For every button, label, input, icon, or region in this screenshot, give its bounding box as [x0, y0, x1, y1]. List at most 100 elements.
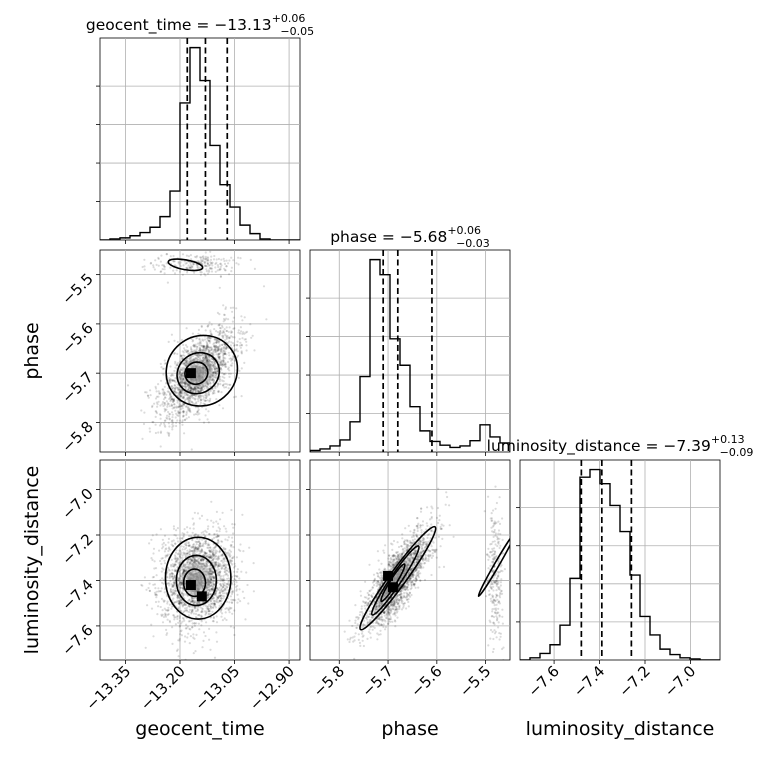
- sample-point: [201, 259, 204, 262]
- sample-point: [233, 348, 236, 351]
- sample-point: [231, 556, 234, 560]
- sample-point: [188, 571, 191, 575]
- sample-point: [232, 342, 235, 345]
- sample-point: [176, 414, 179, 417]
- sample-point: [212, 533, 216, 536]
- sample-point: [396, 555, 400, 558]
- sample-point: [172, 597, 175, 600]
- sample-point: [204, 251, 207, 254]
- sample-point: [173, 616, 176, 619]
- sample-point: [206, 325, 209, 328]
- sample-point: [215, 555, 218, 558]
- sample-point: [448, 524, 451, 527]
- sample-point: [201, 356, 204, 359]
- sample-point: [201, 585, 204, 588]
- sample-point: [218, 404, 221, 407]
- sample-point: [487, 644, 490, 647]
- sample-point: [182, 563, 185, 566]
- sample-point: [182, 410, 185, 413]
- sample-point: [189, 266, 192, 269]
- sample-point: [182, 354, 185, 357]
- sample-point: [224, 269, 227, 272]
- sample-point: [181, 402, 184, 405]
- sample-point: [166, 405, 169, 408]
- sample-point: [219, 348, 222, 351]
- sample-point: [204, 529, 207, 532]
- sample-point: [206, 347, 209, 351]
- sample-point: [179, 556, 183, 560]
- sample-point: [208, 580, 211, 583]
- sample-point: [198, 354, 201, 357]
- sample-point: [218, 564, 221, 568]
- sample-point: [216, 373, 219, 376]
- sample-point: [182, 551, 185, 554]
- sample-point: [173, 581, 176, 584]
- sample-point: [378, 604, 382, 608]
- sample-point: [231, 336, 234, 339]
- sample-point: [172, 545, 175, 548]
- sample-point: [215, 599, 218, 602]
- sample-point: [195, 543, 198, 546]
- sample-point: [233, 336, 236, 339]
- sample-point: [208, 588, 211, 592]
- sample-point: [161, 403, 164, 406]
- sample-point: [212, 547, 215, 550]
- sample-point: [388, 611, 391, 615]
- sample-point: [198, 628, 201, 631]
- sample-point: [218, 573, 221, 576]
- sample-point: [157, 395, 160, 398]
- sample-point: [214, 591, 217, 595]
- sample-point: [177, 261, 180, 265]
- sample-point: [196, 411, 199, 414]
- sample-point: [402, 573, 405, 576]
- sample-point: [188, 605, 191, 608]
- sample-point: [165, 408, 168, 411]
- sample-point: [412, 582, 415, 586]
- sample-point: [166, 600, 169, 603]
- sample-point: [214, 387, 217, 390]
- sample-point: [209, 581, 212, 584]
- sample-point: [208, 356, 211, 359]
- sample-point: [191, 592, 194, 595]
- sample-point: [194, 533, 197, 536]
- sample-point: [181, 583, 184, 586]
- sample-point: [181, 579, 184, 582]
- sample-point: [203, 553, 206, 556]
- sample-point: [178, 576, 181, 580]
- sample-point: [206, 364, 209, 367]
- sample-point: [183, 569, 186, 572]
- sample-point: [197, 543, 201, 546]
- sample-point: [410, 593, 413, 597]
- sample-point: [200, 614, 203, 617]
- sample-point: [190, 591, 193, 595]
- sample-point: [196, 609, 199, 613]
- sample-point: [198, 380, 201, 383]
- sample-point: [228, 273, 231, 276]
- sample-point: [228, 555, 231, 558]
- sample-point: [214, 338, 217, 342]
- sample-point: [201, 562, 204, 565]
- sample-point: [386, 608, 390, 611]
- sample-point: [202, 339, 205, 342]
- sample-point: [209, 576, 212, 579]
- sample-point: [223, 563, 226, 566]
- sample-point: [186, 383, 190, 386]
- sample-point: [209, 570, 212, 573]
- sample-point: [199, 273, 202, 276]
- sample-point: [230, 598, 233, 601]
- sample-point: [218, 571, 221, 574]
- sample-point: [208, 590, 211, 593]
- sample-point: [187, 620, 190, 623]
- sample-point: [182, 343, 185, 346]
- sample-point: [410, 536, 414, 539]
- sample-point: [388, 618, 391, 621]
- sample-point: [228, 326, 231, 329]
- sample-point: [423, 538, 426, 541]
- sample-point: [210, 374, 213, 377]
- sample-point: [207, 382, 210, 385]
- sample-point: [200, 559, 203, 562]
- sample-point: [380, 624, 383, 627]
- sample-point: [236, 601, 239, 604]
- sample-point: [232, 599, 235, 602]
- y-tick-label: −7.2: [58, 530, 96, 568]
